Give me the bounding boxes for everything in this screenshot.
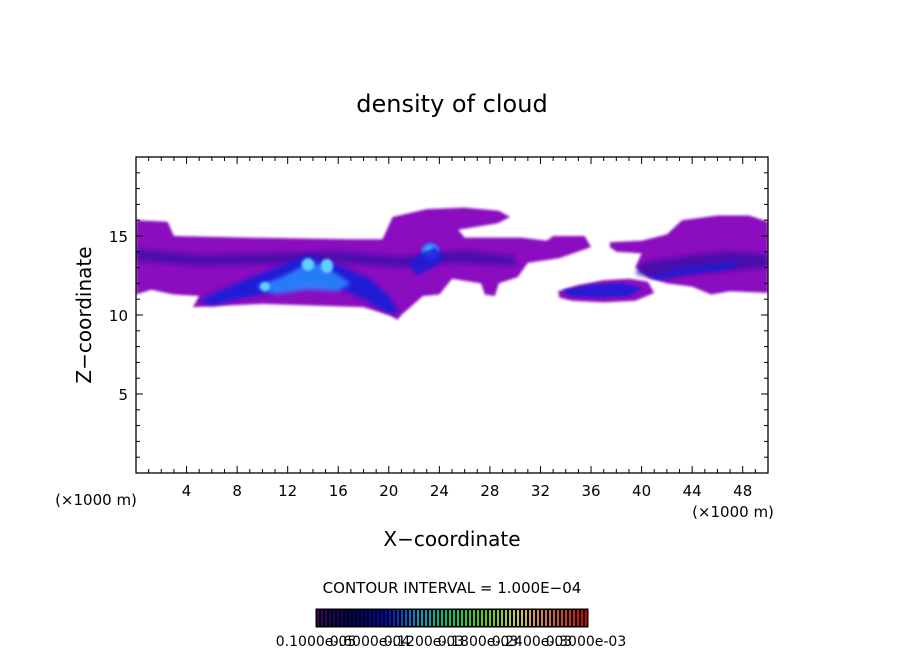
x-tick-label: 36 — [581, 482, 600, 500]
x-tick-label: 12 — [278, 482, 297, 500]
inner-band-right-lower — [563, 283, 642, 298]
contour-interval-label: CONTOUR INTERVAL = 1.000E−04 — [323, 579, 582, 597]
colorbar-tick-label: 0.2400e-03 — [492, 634, 572, 650]
x-tick-label: 16 — [329, 482, 348, 500]
cloud-streak-right — [647, 259, 743, 281]
x-tick-label: 40 — [632, 482, 651, 500]
y-axis-label: Z−coordinate — [72, 246, 96, 383]
y-axis-ticks: 5 10 15 — [109, 172, 768, 458]
x-tick-label: 8 — [232, 482, 242, 500]
plot-frame — [135, 156, 769, 474]
y-tick-label: 15 — [109, 228, 128, 246]
chart-title: density of cloud — [356, 90, 547, 118]
colorbar-tick-label: 0.3000e-03 — [546, 634, 626, 650]
x-axis-ticks: 4 8 12 16 20 24 28 32 36 40 44 48 — [148, 157, 756, 500]
x-unit-label-right: (×1000 m) — [692, 503, 774, 521]
colorbar-frame — [315, 608, 589, 628]
x-tick-label: 44 — [683, 482, 702, 500]
colorbar — [315, 608, 589, 628]
cloud-core-band-mid — [407, 247, 446, 276]
x-unit-label-left: (×1000 m) — [55, 491, 137, 509]
x-tick-label: 28 — [480, 482, 499, 500]
x-tick-label: 20 — [379, 482, 398, 500]
y-tick-label: 10 — [109, 307, 128, 325]
cloud-core-b — [320, 258, 334, 274]
cloud-core-c — [259, 281, 270, 292]
x-axis-label: X−coordinate — [383, 527, 520, 551]
cloud-field — [136, 207, 768, 320]
x-tick-label: 24 — [430, 482, 449, 500]
colorbar-tick-label: 0.1000e-05 — [276, 634, 356, 650]
colorbar-tick-label: 0.6000e-04 — [330, 634, 411, 650]
cloud-core-a — [301, 258, 315, 271]
x-tick-label: 48 — [733, 482, 752, 500]
y-tick-label: 5 — [118, 386, 128, 404]
colorbar-tick-label: 0.1200e-03 — [384, 634, 464, 650]
colorbar-labels: 0.1000e-050.6000e-040.1200e-030.1800e-03… — [276, 634, 626, 650]
colorbar-tick-label: 0.1800e-03 — [438, 634, 518, 650]
x-tick-label: 32 — [531, 482, 550, 500]
x-tick-label: 4 — [182, 482, 192, 500]
